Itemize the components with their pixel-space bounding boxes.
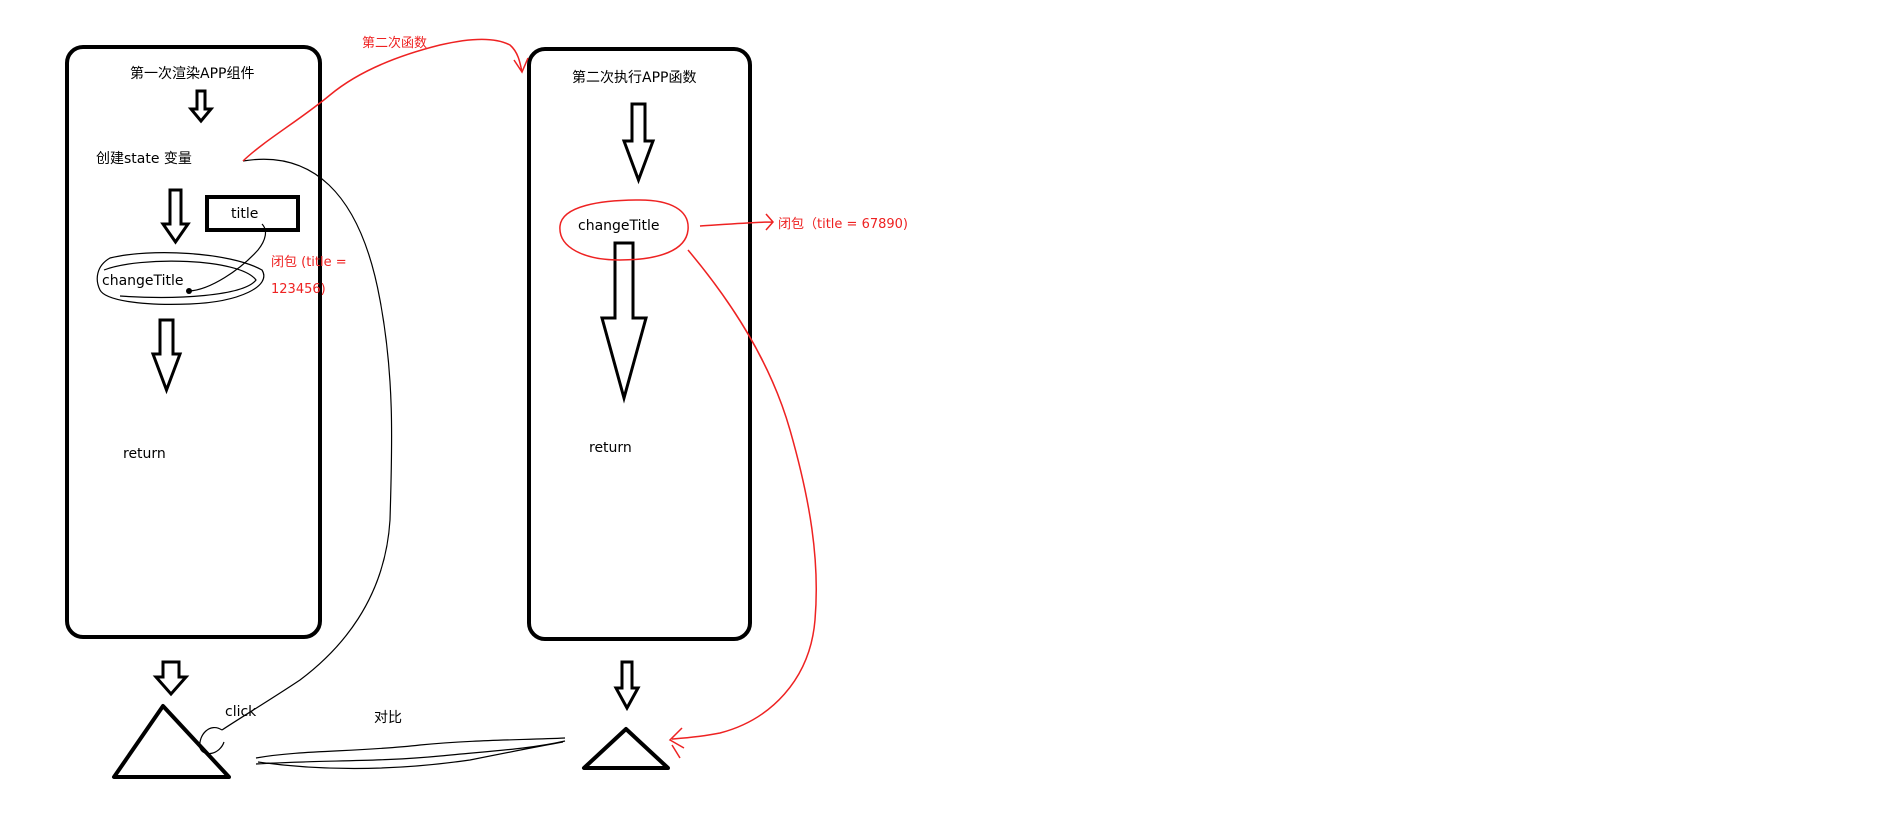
closure-1-line1: 闭包 (title = xyxy=(271,255,347,270)
output-arrowhead xyxy=(668,727,685,749)
click-label: click xyxy=(225,704,257,720)
arrow-down-icon xyxy=(600,241,648,404)
compare-label: 对比 xyxy=(374,710,402,726)
second-output-triangle xyxy=(582,727,670,770)
first-render-title: 第一次渲染APP组件 xyxy=(130,66,255,82)
first-change-title-label: changeTitle xyxy=(102,273,184,289)
create-state-label: 创建state 变量 xyxy=(96,151,192,167)
first-output-triangle xyxy=(112,704,231,779)
output-tick xyxy=(671,744,681,759)
change-title-to-title-link xyxy=(188,223,267,292)
second-render-title: 第二次执行APP函数 xyxy=(572,70,697,86)
first-return-label: return xyxy=(123,446,166,462)
second-call-curve xyxy=(242,38,523,162)
second-call-label: 第二次函数 xyxy=(362,36,428,51)
second-render-box xyxy=(527,47,752,641)
closure-2-label: 闭包（title = 67890) xyxy=(778,217,909,232)
arrow-down-icon xyxy=(160,188,191,245)
arrow-down-icon xyxy=(187,89,215,124)
title-box xyxy=(205,195,300,232)
second-return-label: return xyxy=(589,440,632,456)
title-box-label: title xyxy=(231,206,259,222)
arrow-down-icon xyxy=(621,102,656,185)
click-scribble xyxy=(199,727,225,755)
compare-scribble xyxy=(255,737,566,770)
closure-arrow xyxy=(699,213,774,231)
closure-1-line2: 123456) xyxy=(271,282,326,297)
arrow-down-icon xyxy=(150,318,183,395)
arrow-down-icon xyxy=(152,660,190,697)
second-call-arrowhead xyxy=(513,57,529,74)
change-title-scribble xyxy=(96,252,265,305)
second-change-title-label: changeTitle xyxy=(578,218,660,234)
first-render-box xyxy=(65,45,322,639)
change-title-circle xyxy=(559,199,689,261)
arrow-down-icon xyxy=(613,660,641,712)
click-to-state-line xyxy=(221,158,393,731)
change-title-to-output-curve xyxy=(671,249,817,740)
